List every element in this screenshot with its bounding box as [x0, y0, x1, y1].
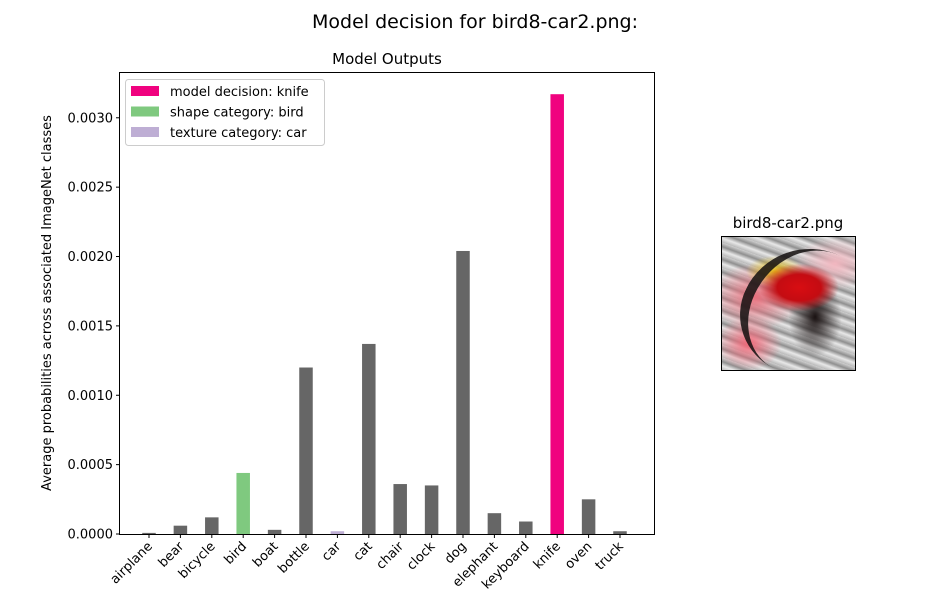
bar-car — [330, 531, 345, 534]
bar-elephant — [487, 513, 502, 534]
legend: model decision: knife shape category: bir… — [125, 79, 325, 146]
legend-swatch-decision — [131, 86, 159, 96]
bar-dog — [456, 250, 470, 534]
bar-knife — [550, 94, 564, 534]
y-tick-label: 0.0025 — [68, 181, 114, 196]
x-tick-label: cat — [351, 539, 376, 564]
y-axis-ticks: 0.0000 0.0005 0.0010 0.0015 0.0020 0.0025 0.00… — [68, 111, 120, 543]
bar-bicycle — [205, 517, 219, 534]
y-tick-label: 0.0005 — [68, 458, 114, 473]
y-tick-label: 0.0010 — [68, 389, 114, 404]
x-tick-label: clock — [404, 539, 439, 574]
y-tick-label: 0.0030 — [68, 111, 114, 126]
bar-boat — [267, 529, 282, 534]
figure-title: Model decision for bird8-car2.png: — [312, 11, 638, 33]
bar-bird — [236, 472, 250, 534]
bar-truck — [613, 531, 627, 534]
y-tick-label: 0.0015 — [68, 319, 114, 334]
x-tick-label: oven — [562, 539, 595, 572]
x-tick-label: chair — [374, 539, 408, 573]
bar-clock — [424, 485, 439, 534]
stimulus-image — [721, 236, 856, 371]
legend-box — [125, 79, 325, 146]
bar-bottle — [299, 367, 313, 534]
legend-label-texture: texture category: car — [170, 126, 307, 141]
x-tick-label: car — [319, 539, 345, 565]
legend-swatch-shape — [131, 106, 159, 117]
legend-label-decision: model decision: knife — [170, 85, 309, 100]
y-axis-label: Average probabilities across associated … — [40, 115, 55, 491]
chart-title: Model Outputs — [332, 50, 442, 68]
bar-oven — [581, 499, 596, 534]
bars-layer — [142, 94, 627, 534]
bar-keyboard — [519, 521, 533, 534]
x-tick-label: knife — [531, 539, 564, 572]
x-tick-label: truck — [593, 539, 628, 574]
image-title: bird8-car2.png — [733, 214, 844, 232]
plot-frame — [119, 72, 655, 535]
x-tick-label: airplane — [108, 539, 156, 587]
bar-airplane — [142, 532, 156, 534]
legend-swatch-texture — [131, 127, 159, 137]
y-tick-label: 0.0020 — [68, 250, 114, 265]
x-tick-label: bird — [222, 539, 250, 567]
y-tick-label: 0.0000 — [68, 528, 114, 543]
bar-cat — [362, 343, 376, 534]
x-tick-label: bottle — [275, 539, 312, 576]
legend-label-shape: shape category: bird — [170, 106, 304, 121]
bar-bear — [173, 525, 188, 534]
bar-chair — [393, 484, 407, 534]
